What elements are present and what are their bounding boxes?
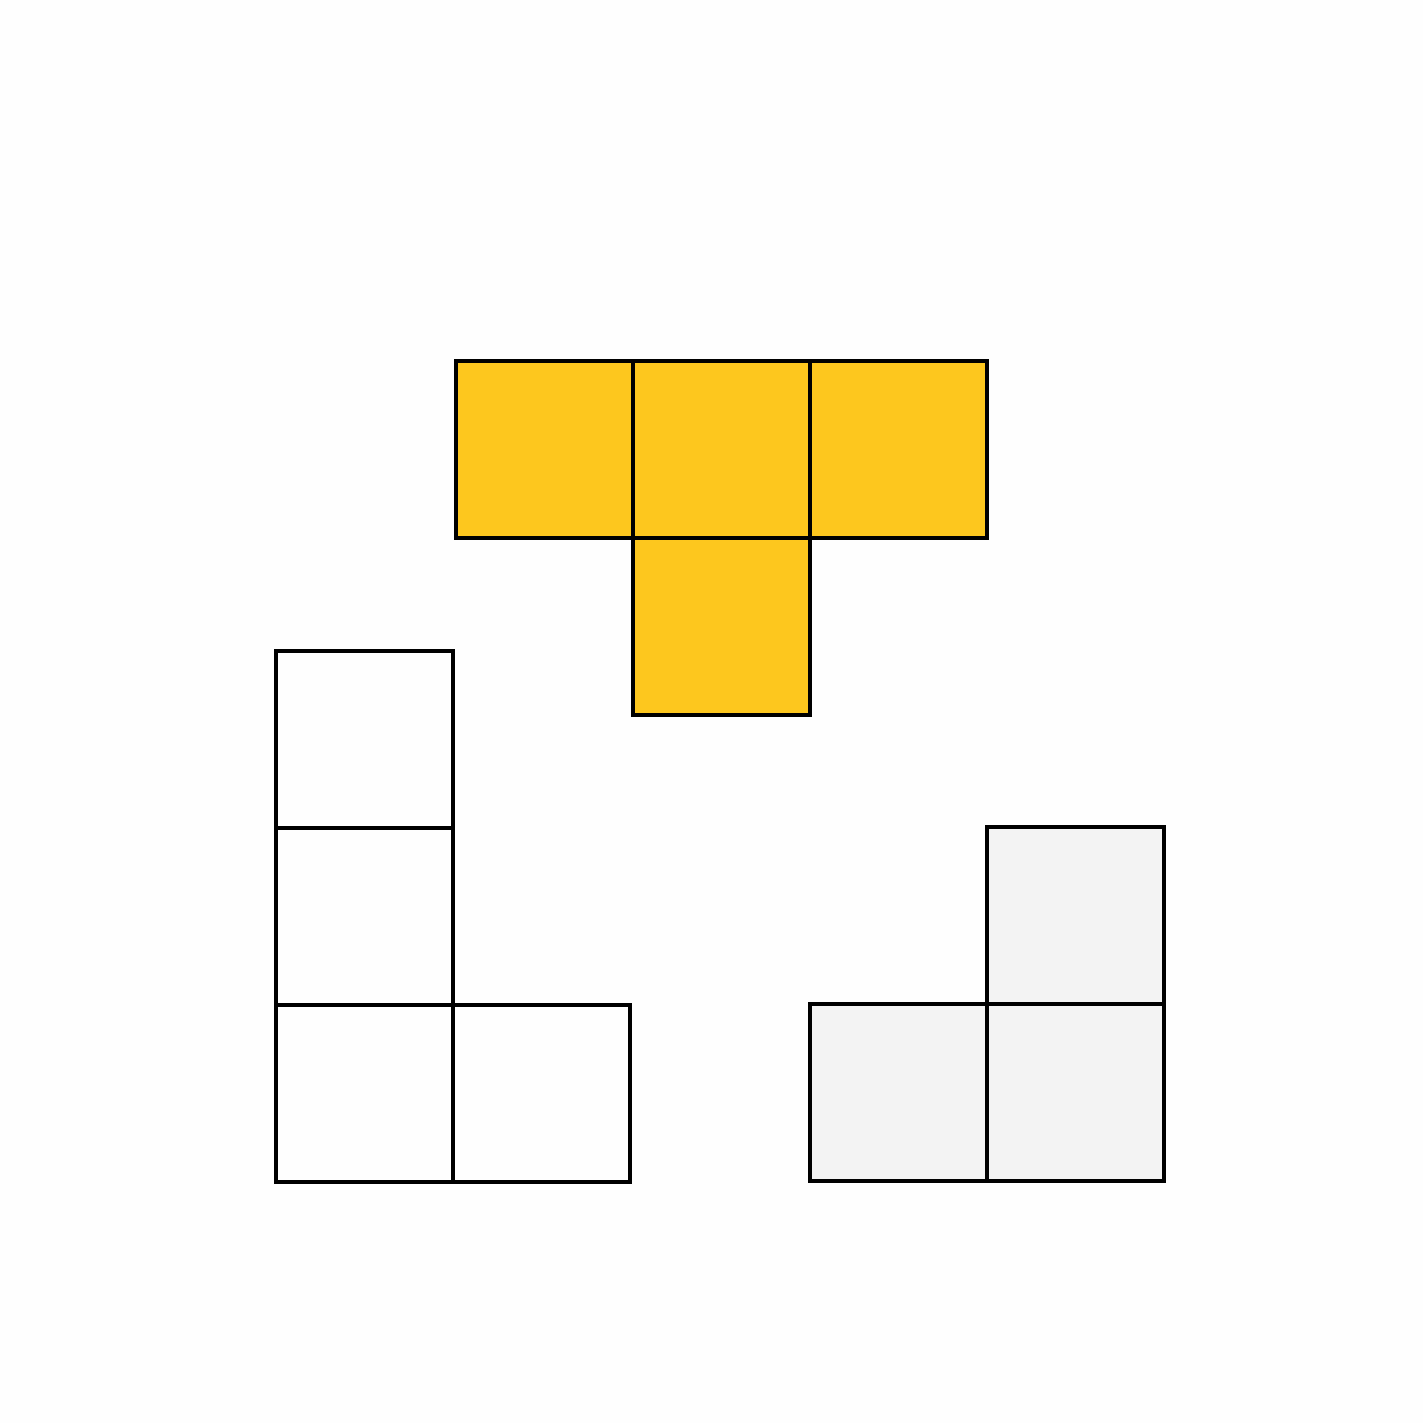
t-tetromino xyxy=(454,359,989,717)
t-tetromino-cell xyxy=(631,536,812,717)
l-tetromino-cell xyxy=(274,826,455,1007)
l-tromino-cell xyxy=(808,1002,989,1183)
t-tetromino-cell xyxy=(808,359,989,540)
l-tromino xyxy=(808,825,1166,1183)
l-tromino-cell xyxy=(985,1002,1166,1183)
l-tetromino-cell xyxy=(274,1003,455,1184)
l-tetromino-cell xyxy=(451,1003,632,1184)
t-tetromino-cell xyxy=(454,359,635,540)
l-tromino-cell xyxy=(985,825,1166,1006)
l-tetromino xyxy=(274,649,632,1184)
l-tetromino-cell xyxy=(274,649,455,830)
t-tetromino-cell xyxy=(631,359,812,540)
